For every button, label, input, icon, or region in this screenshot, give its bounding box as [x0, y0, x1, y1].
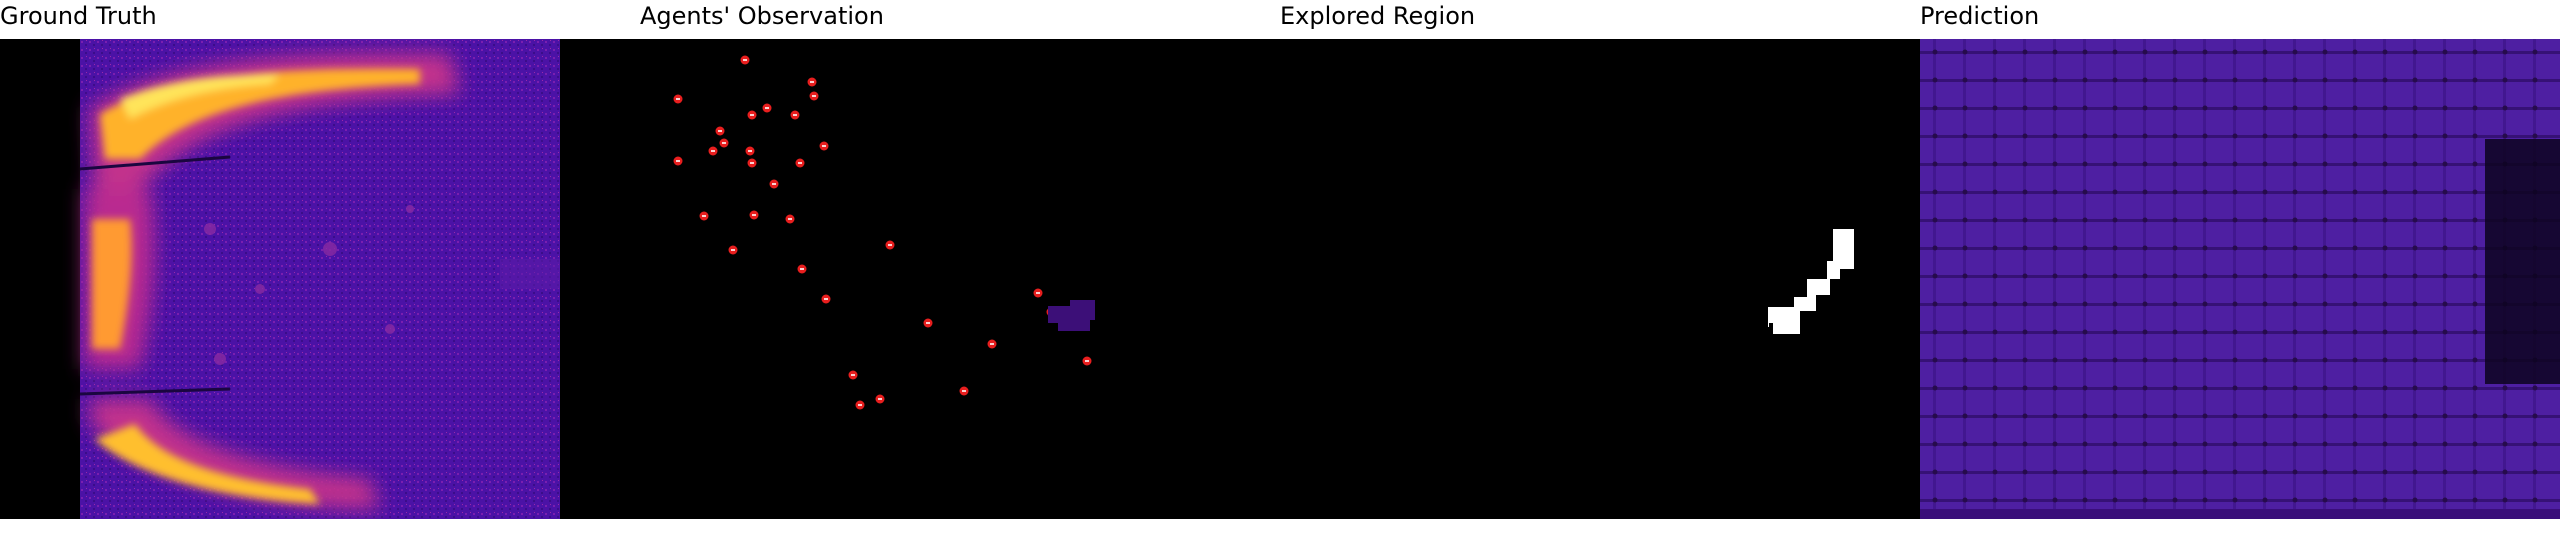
explored-region-map	[1768, 229, 1854, 334]
explored-region-panel	[1280, 39, 1920, 519]
agent-marker-highlight	[926, 322, 930, 324]
agent-marker-highlight	[743, 59, 747, 61]
agent-marker-highlight	[824, 298, 828, 300]
ground-truth-title: Ground Truth	[0, 2, 157, 30]
prediction-panel	[1920, 39, 2560, 519]
agent-marker-highlight	[722, 142, 726, 144]
explored-area	[1768, 229, 1854, 334]
agent-marker-highlight	[962, 390, 966, 392]
agent-marker-highlight	[878, 398, 882, 400]
agent-marker-highlight	[800, 268, 804, 270]
agent-marker-highlight	[810, 81, 814, 83]
agent-marker-highlight	[702, 215, 706, 217]
agent-marker-highlight	[888, 244, 892, 246]
agent-marker-highlight	[731, 249, 735, 251]
agent-marker-highlight	[812, 95, 816, 97]
agent-marker-highlight	[718, 130, 722, 132]
agent-marker-highlight	[752, 214, 756, 216]
agents-observation-title: Agents' Observation	[640, 2, 884, 30]
agent-marker-highlight	[676, 98, 680, 100]
agent-marker-highlight	[822, 145, 826, 147]
agent-marker-highlight	[788, 218, 792, 220]
agent-marker-highlight	[748, 150, 752, 152]
agent-markers	[673, 55, 1092, 410]
ground-truth-heatmap	[0, 39, 640, 519]
agent-marker-highlight	[793, 114, 797, 116]
agent-marker-highlight	[990, 343, 994, 345]
explored-region-title: Explored Region	[1280, 2, 1476, 30]
agent-marker-highlight	[1085, 360, 1089, 362]
agent-marker-highlight	[1036, 292, 1040, 294]
agent-marker-highlight	[798, 162, 802, 164]
agent-marker-highlight	[750, 162, 754, 164]
agent-marker-highlight	[711, 150, 715, 152]
agent-marker-highlight	[765, 107, 769, 109]
agents-observation-map	[673, 55, 1095, 410]
agent-marker-highlight	[750, 114, 754, 116]
agents-observation-panel	[640, 39, 1280, 519]
prediction-title: Prediction	[1920, 2, 2040, 30]
observed-patch	[1048, 300, 1095, 331]
agent-marker-highlight	[851, 374, 855, 376]
ground-truth-panel	[0, 39, 640, 519]
agent-marker-highlight	[772, 183, 776, 185]
agent-marker-highlight	[676, 160, 680, 162]
agent-marker-highlight	[858, 404, 862, 406]
prediction-heatmap	[1920, 39, 2560, 519]
